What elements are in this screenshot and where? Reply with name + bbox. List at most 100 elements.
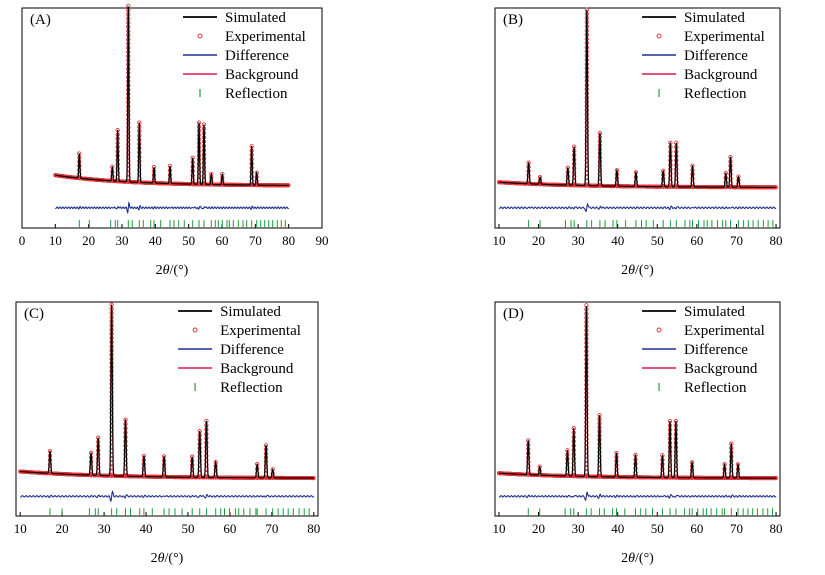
experimental-point	[126, 100, 131, 105]
experimental-point	[668, 162, 673, 167]
x-tick-label: 20	[532, 521, 545, 536]
experimental-point	[668, 167, 673, 172]
experimental-point	[729, 467, 734, 472]
experimental-point	[47, 462, 53, 467]
experimental-point	[728, 172, 733, 177]
experimental-point	[614, 180, 620, 185]
x-tick-label: 40	[611, 521, 624, 536]
experimental-point	[584, 374, 589, 379]
experimental-point	[126, 95, 131, 101]
experimental-point	[597, 155, 603, 160]
legend-background: Background	[225, 67, 299, 83]
x-tick-label: 20	[532, 233, 545, 248]
x-axis-title-part: /(°)	[170, 263, 189, 278]
experimental-point	[126, 121, 131, 126]
experimental-point	[161, 466, 167, 471]
experimental-point	[137, 163, 142, 168]
experimental-point	[572, 161, 577, 166]
experimental-point	[735, 471, 741, 476]
experimental-point	[572, 165, 577, 171]
experimental-point	[197, 450, 202, 455]
experimental-point	[571, 460, 576, 466]
experimental-point	[123, 447, 128, 453]
panel-label: (B)	[503, 12, 523, 28]
panel-label: (A)	[30, 12, 51, 28]
experimental-point	[115, 162, 120, 167]
experimental-point	[565, 178, 570, 183]
x-tick-label: 80	[307, 521, 320, 536]
experimental-point	[674, 171, 679, 176]
x-tick-label: 60	[216, 233, 229, 248]
experimental-point	[96, 456, 101, 461]
x-axis-title-part: 2	[151, 551, 158, 566]
experimental-point	[190, 173, 195, 178]
legend-simulated: Simulated	[220, 304, 281, 320]
experimental-point	[723, 180, 728, 185]
experimental-point	[584, 411, 589, 416]
x-tick-label: 70	[730, 233, 743, 248]
experimental-point	[673, 453, 679, 459]
experimental-point	[597, 445, 602, 451]
experimental-point	[668, 171, 673, 176]
experimental-point	[571, 456, 576, 461]
experimental-point	[109, 402, 114, 407]
experimental-point	[673, 449, 679, 454]
experimental-point	[204, 449, 209, 454]
experimental-point	[667, 445, 673, 450]
experimental-point	[109, 473, 114, 478]
experimental-point	[584, 403, 589, 408]
experimental-point	[201, 152, 207, 157]
legend-background: Background	[684, 67, 758, 83]
experimental-point	[584, 108, 589, 113]
experimental-point	[196, 165, 202, 171]
experimental-point	[126, 91, 131, 97]
x-tick-label: 50	[651, 233, 664, 248]
experimental-point	[204, 453, 209, 458]
experimental-point	[584, 103, 589, 109]
experimental-point	[190, 466, 195, 472]
x-axis-title-part: θ	[163, 263, 170, 278]
x-axis-title-part: θ	[628, 551, 635, 566]
experimental-point	[137, 158, 142, 164]
experimental-point	[571, 447, 576, 453]
experimental-point	[109, 423, 114, 428]
x-tick-label: 40	[140, 521, 153, 536]
plot-frame	[15, 301, 319, 517]
experimental-point	[633, 466, 638, 471]
experimental-point	[614, 466, 619, 472]
experimental-point	[109, 394, 114, 399]
legend-swatch-experimental	[197, 33, 203, 39]
experimental-point	[673, 462, 679, 467]
experimental-point	[584, 116, 589, 121]
experimental-point	[126, 137, 131, 143]
legend-experimental: Experimental	[684, 29, 765, 45]
experimental-point	[584, 378, 589, 383]
panel-label: (D)	[503, 306, 524, 322]
experimental-point	[690, 176, 695, 181]
legend-experimental: Experimental	[684, 323, 765, 339]
experimental-point	[109, 398, 114, 403]
plot-frame	[494, 7, 781, 229]
experimental-point	[126, 133, 131, 138]
x-axis-title-part: θ	[158, 551, 165, 566]
simulated-curve	[498, 9, 776, 188]
experimental-point	[126, 116, 131, 122]
difference-curve	[54, 201, 290, 214]
experimental-point	[201, 173, 207, 178]
x-axis-title: 2θ/(°)	[151, 551, 184, 566]
reflection-series	[528, 220, 774, 228]
experimental-point	[597, 458, 602, 463]
experimental-point	[584, 394, 589, 400]
experimental-point	[584, 382, 589, 387]
x-tick-label: 10	[14, 521, 27, 536]
experimental-point	[571, 452, 576, 457]
experimental-point	[526, 455, 531, 460]
x-axis-title: 2θ/(°)	[156, 263, 189, 278]
chart-panel-c: 10 20 30 40 50 60 70 80 2θ/(°) (C) Simulated Experi…	[14, 301, 320, 566]
x-tick-label: 30	[116, 233, 129, 248]
experimental-point	[249, 174, 254, 179]
x-tick-label: 70	[265, 521, 278, 536]
experimental-point	[674, 162, 679, 167]
legend-simulated: Simulated	[225, 10, 286, 26]
experimental-point	[584, 99, 589, 104]
